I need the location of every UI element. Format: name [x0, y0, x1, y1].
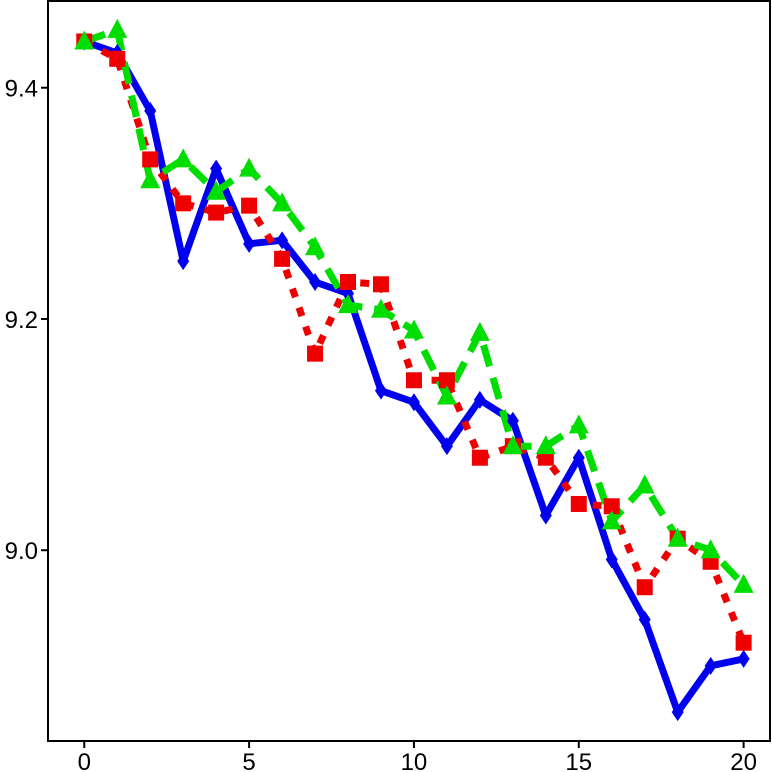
- series-2-point-16: [601, 510, 622, 530]
- series-1-point-16: [603, 498, 620, 515]
- series-2-point-0: [74, 30, 95, 50]
- series-0-point-17: [638, 610, 651, 629]
- x-axis: 0 5 10 15 20: [78, 741, 757, 772]
- series-1-point-15: [570, 495, 587, 512]
- series-0-point-14: [539, 506, 552, 525]
- series-1-point-5: [241, 197, 258, 214]
- series-2-point-17: [634, 474, 655, 494]
- series-2-point-18: [667, 527, 688, 547]
- x-tick-label-3: 15: [565, 749, 592, 772]
- marker-layer: [74, 18, 754, 722]
- series-1-point-20: [735, 634, 752, 651]
- series-1-point-7: [307, 345, 324, 362]
- series-2-point-2: [140, 169, 161, 189]
- x-tick-label-0: 0: [78, 749, 91, 772]
- series-1-point-9: [372, 276, 389, 293]
- y-tick-label-0: 9.0: [5, 538, 38, 565]
- series-2-point-6: [272, 192, 293, 212]
- series-0-point-11: [440, 437, 453, 456]
- series-1-point-10: [405, 372, 422, 389]
- series-2-point-9: [370, 298, 391, 318]
- series-0-point-13: [506, 411, 519, 430]
- series-2-point-7: [305, 236, 326, 256]
- x-tick-label-1: 5: [242, 749, 255, 772]
- series-2-point-15: [568, 414, 589, 434]
- series-2-point-12: [469, 321, 490, 341]
- series-2-point-4: [206, 180, 227, 200]
- series-2-point-1: [107, 18, 128, 38]
- series-1-point-2: [142, 151, 159, 168]
- series-1-point-4: [208, 204, 225, 221]
- series-0-point-2: [144, 101, 157, 120]
- series-1-point-6: [274, 250, 291, 267]
- series-2-point-20: [733, 573, 754, 593]
- plot-background: [48, 1, 770, 741]
- series-0-point-4: [210, 159, 223, 178]
- series-0-point-10: [407, 393, 420, 412]
- x-tick-label-2: 10: [401, 749, 428, 772]
- series-2-point-8: [338, 294, 359, 314]
- y-tick-label-2: 9.4: [5, 76, 38, 103]
- series-1-point-11: [438, 372, 455, 389]
- series-2-point-19: [700, 539, 721, 559]
- y-tick-label-1: 9.2: [5, 307, 38, 334]
- plot-frame: [47, 0, 771, 742]
- series-2-point-5: [239, 157, 260, 177]
- series-0-point-5: [243, 234, 256, 253]
- series-0-point-18: [671, 703, 684, 722]
- series-1-point-17: [636, 579, 653, 596]
- x-tick-label-4: 20: [730, 749, 757, 772]
- series-2-point-10: [403, 319, 424, 339]
- series-1-point-3: [175, 195, 192, 212]
- series-0-point-7: [309, 272, 322, 291]
- series-0-point-20: [737, 649, 750, 668]
- series-0-point-16: [605, 550, 618, 569]
- series-1-point-8: [340, 273, 357, 290]
- series-0-point-19: [704, 656, 717, 675]
- series-0-point-12: [473, 390, 486, 409]
- series-2-point-11: [436, 385, 457, 405]
- series-0-point-15: [572, 448, 585, 467]
- series-1-point-1: [109, 50, 126, 67]
- series-1-point-12: [471, 449, 488, 466]
- series-2-point-3: [173, 148, 194, 168]
- series-0-point-3: [177, 252, 190, 271]
- series-0-point-9: [374, 381, 387, 400]
- series-2-point-13: [502, 435, 523, 455]
- y-axis: 9.0 9.2 9.4: [5, 76, 48, 565]
- series-0-point-6: [276, 231, 289, 250]
- series-2-point-14: [535, 435, 556, 455]
